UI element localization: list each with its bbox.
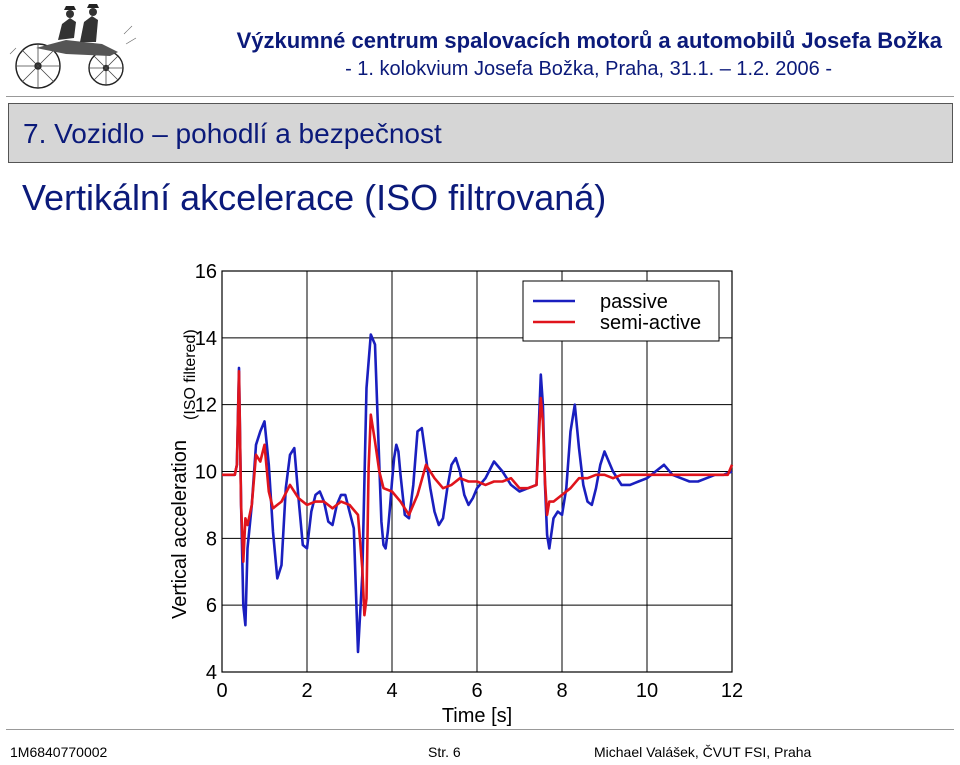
y-tick-label: 8	[206, 528, 217, 550]
y-axis-sublabel: (ISO filtered)	[182, 329, 199, 420]
footer-page-number: Str. 6	[428, 744, 461, 760]
x-tick-label: 8	[556, 680, 567, 702]
vintage-car-logo-icon	[9, 4, 137, 89]
y-tick-label: 12	[195, 395, 217, 417]
y-axis-label: Vertical acceleration	[169, 440, 191, 619]
series-line-semi-active	[222, 369, 734, 617]
legend-label: semi-active	[600, 312, 701, 334]
header-subtitle: - 1. kolokvium Josefa Božka, Praha, 31.1…	[345, 58, 832, 80]
legend-box	[522, 280, 720, 342]
y-tick-label: 6	[206, 595, 217, 617]
footer-author: Michael Valášek, ČVUT FSI, Praha	[594, 744, 812, 760]
y-tick-label: 16	[195, 261, 217, 283]
header-divider	[6, 96, 954, 97]
y-tick-label: 14	[195, 328, 217, 350]
x-tick-label: 0	[216, 680, 227, 702]
x-tick-label: 12	[721, 680, 743, 702]
section-title: 7. Vozidlo – pohodlí a bezpečnost	[23, 118, 442, 149]
x-tick-label: 2	[301, 680, 312, 702]
series-line-passive	[222, 333, 733, 654]
header-title: Výzkumné centrum spalovacích motorů a au…	[236, 28, 942, 53]
x-tick-label: 4	[386, 680, 397, 702]
x-axis-label: Time [s]	[442, 705, 512, 727]
footer-divider	[6, 729, 954, 730]
legend-label: passive	[600, 291, 668, 313]
x-tick-label: 10	[636, 680, 658, 702]
x-tick-label: 6	[471, 680, 482, 702]
y-tick-label: 10	[195, 462, 217, 484]
y-tick-label: 4	[206, 662, 217, 684]
section-banner: 7. Vozidlo – pohodlí a bezpečnost	[8, 103, 953, 163]
footer-project-id: 1M6840770002	[10, 744, 108, 760]
slide-title: Vertikální akcelerace (ISO filtrovaná)	[22, 177, 607, 218]
